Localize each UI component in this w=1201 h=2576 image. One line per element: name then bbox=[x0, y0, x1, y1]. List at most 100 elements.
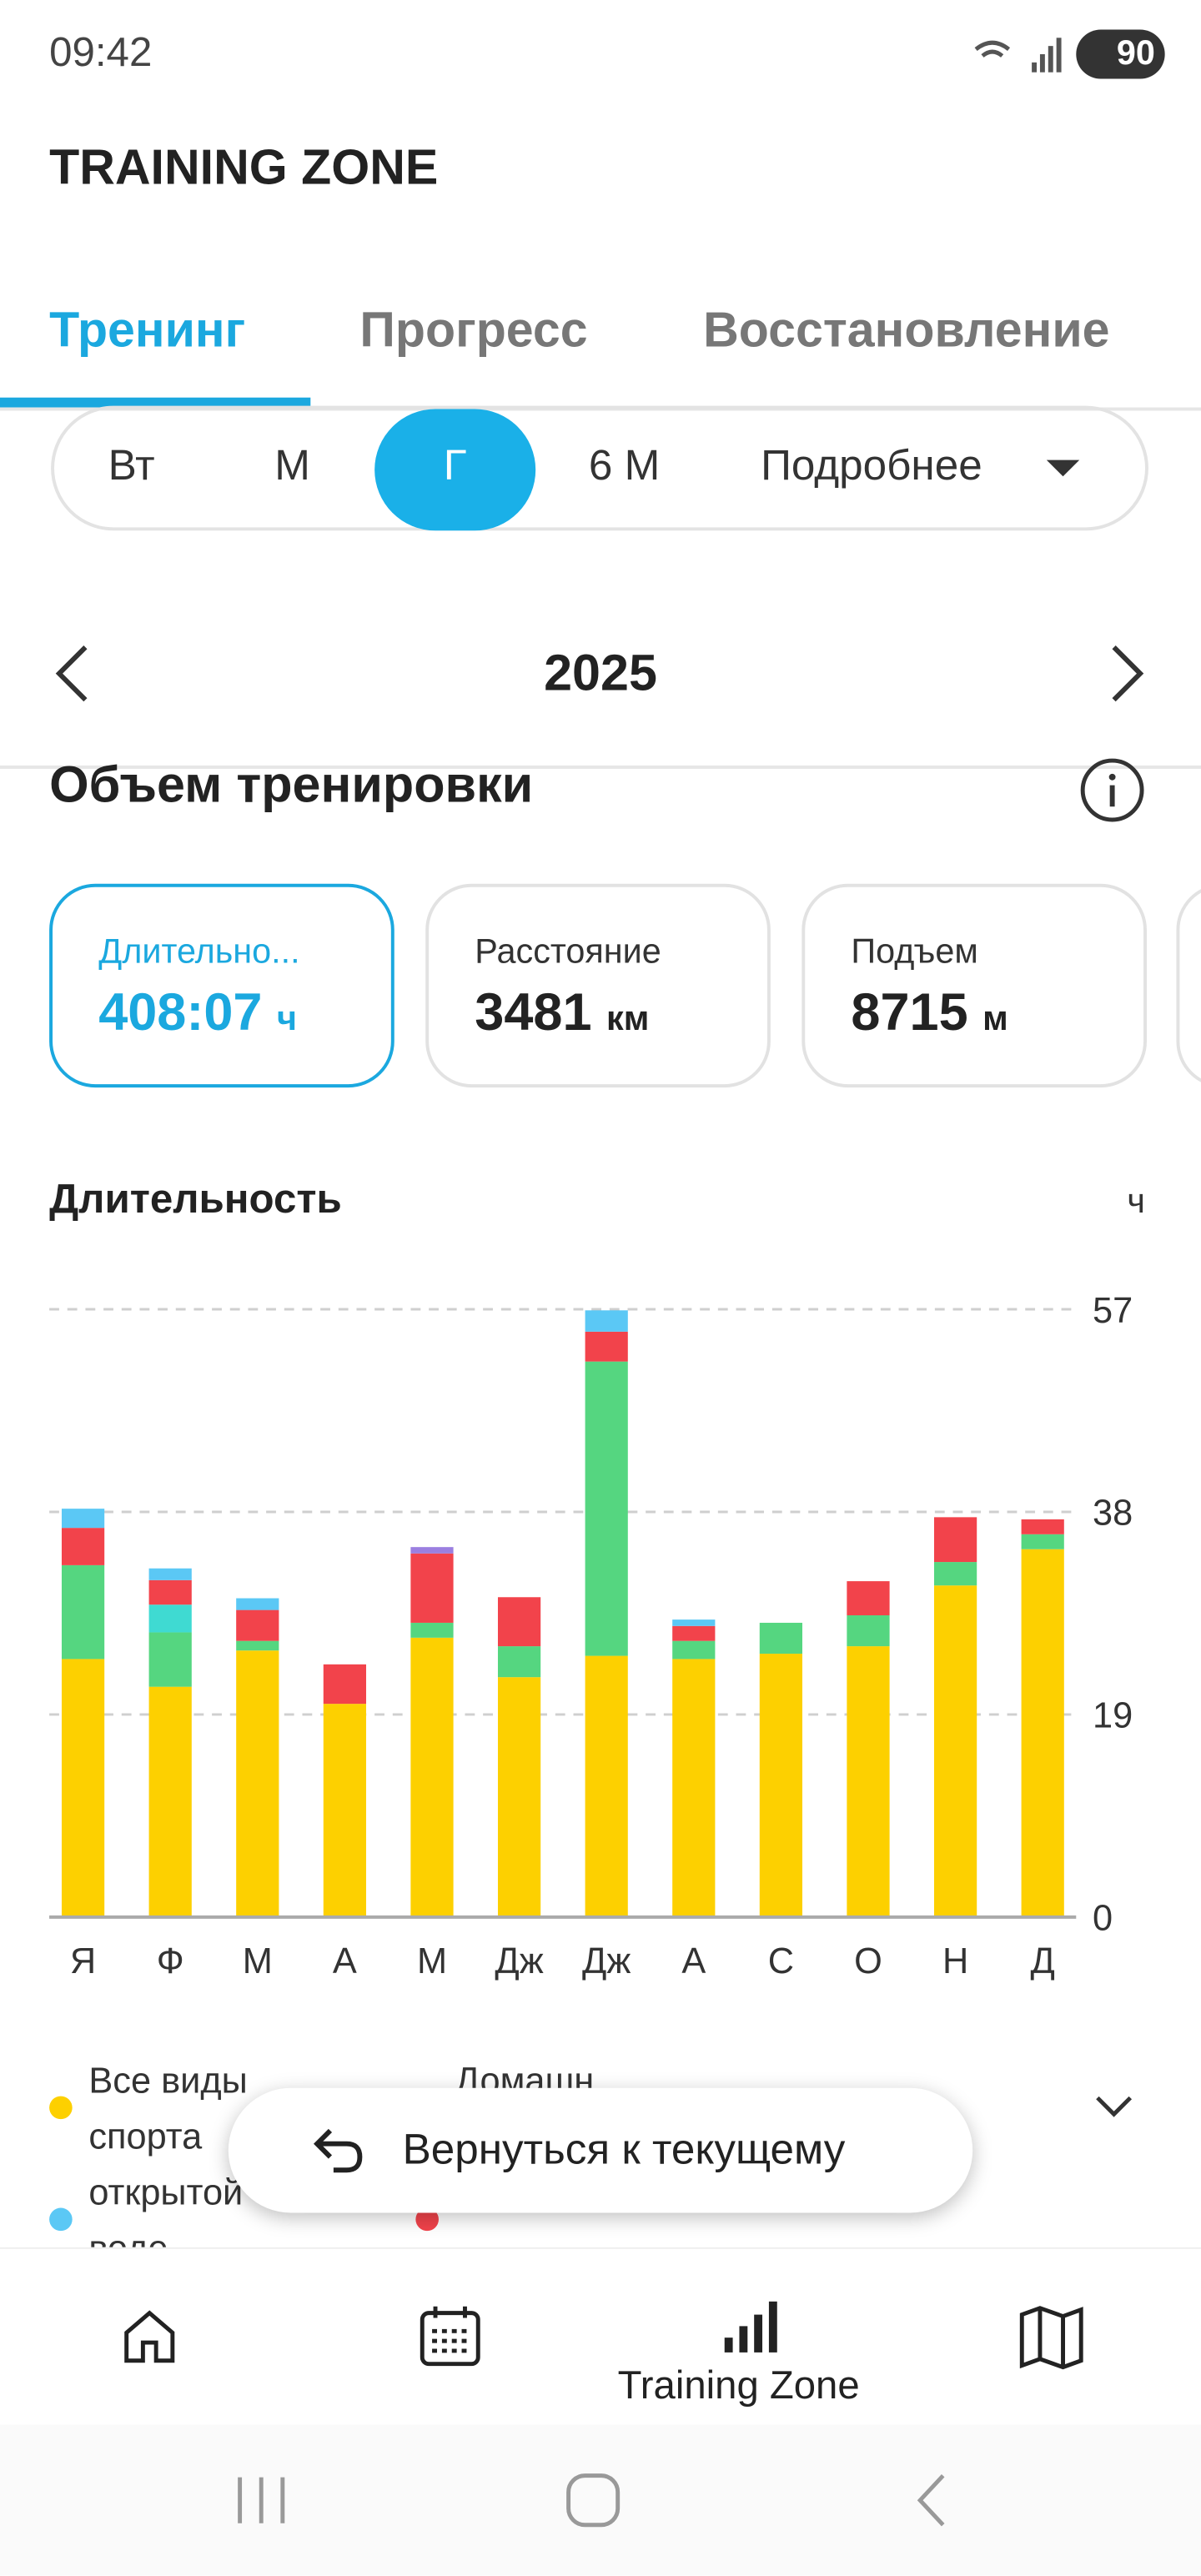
bar-segment bbox=[236, 1598, 279, 1610]
info-icon[interactable] bbox=[1079, 757, 1145, 823]
x-tick-label: О bbox=[854, 1941, 882, 1981]
metric-card[interactable]: Подъем 8715 м bbox=[802, 883, 1147, 1088]
y-tick-label: 19 bbox=[1093, 1696, 1133, 1736]
signal-icons bbox=[974, 38, 1062, 73]
metric-card[interactable] bbox=[1176, 883, 1201, 1088]
divider bbox=[0, 407, 1201, 411]
tab[interactable]: Восстановление bbox=[703, 304, 1110, 359]
bar-segment bbox=[148, 1686, 192, 1917]
bar-segment bbox=[61, 1659, 105, 1917]
bar-segment bbox=[1021, 1534, 1064, 1549]
dropdown-arrow bbox=[1046, 459, 1080, 477]
x-tick-label: Д bbox=[1031, 1941, 1055, 1981]
chart: 0 19 38 57 Я Ф М А М Дж Дж А С О Н Д bbox=[49, 1291, 1133, 1981]
card-value: 8715 bbox=[851, 982, 968, 1042]
bar-segment bbox=[148, 1579, 192, 1605]
period-option[interactable]: М bbox=[274, 439, 310, 490]
section-title: Объем тренировки bbox=[49, 756, 534, 814]
legend-expand[interactable] bbox=[1094, 2093, 1133, 2120]
card-label: Длительно... bbox=[98, 932, 300, 972]
bar-segment bbox=[585, 1361, 628, 1656]
bar-segment bbox=[410, 1637, 454, 1917]
bar-segment bbox=[236, 1650, 279, 1917]
legend-dot bbox=[49, 2096, 73, 2120]
bar-segment bbox=[497, 1597, 541, 1647]
bar-segment bbox=[497, 1677, 541, 1917]
period-active-bg bbox=[374, 409, 536, 531]
period-option[interactable]: Г bbox=[443, 439, 467, 490]
bar-segment bbox=[847, 1614, 890, 1647]
bar-segment bbox=[585, 1331, 628, 1362]
tab[interactable]: Тренинг bbox=[49, 304, 246, 359]
bar-segment bbox=[61, 1509, 105, 1529]
battery: 90 bbox=[1076, 29, 1165, 79]
card-value-row: 8715 м bbox=[851, 982, 1143, 1043]
year: 2025 bbox=[544, 644, 657, 702]
sys-back[interactable] bbox=[907, 2471, 956, 2530]
x-tick-label: С bbox=[768, 1941, 794, 1981]
x-tick-label: Н bbox=[942, 1941, 968, 1981]
bar-segment bbox=[323, 1664, 366, 1705]
nav-map[interactable] bbox=[1018, 2305, 1084, 2371]
bar-segment bbox=[672, 1619, 716, 1626]
bar-segment bbox=[933, 1562, 977, 1586]
bar-segment bbox=[61, 1564, 105, 1660]
bar-segment bbox=[148, 1604, 192, 1633]
sys-recent[interactable] bbox=[230, 2471, 296, 2530]
next-year[interactable] bbox=[1108, 644, 1147, 703]
x-tick-label: М bbox=[243, 1941, 273, 1981]
bar-segment bbox=[672, 1625, 716, 1641]
bar-segment bbox=[1021, 1549, 1064, 1917]
period-option[interactable]: Вт bbox=[108, 439, 155, 490]
card-unit: м bbox=[982, 1000, 1008, 1038]
bar-segment bbox=[933, 1585, 977, 1917]
x-tick-label: А bbox=[333, 1941, 357, 1981]
bar-segment bbox=[148, 1632, 192, 1687]
nav-label[interactable]: Training Zone bbox=[617, 2363, 860, 2408]
bar-segment bbox=[847, 1581, 890, 1615]
toast[interactable]: Вернуться к текущему bbox=[228, 2087, 973, 2213]
bar-segment bbox=[236, 1640, 279, 1651]
card-label: Подъем bbox=[851, 932, 978, 972]
legend-label: Все виды спорта bbox=[88, 2060, 248, 2157]
x-tick-label: Дж bbox=[495, 1941, 543, 1981]
nav-training-zone-icon[interactable] bbox=[723, 2298, 779, 2354]
y-tick-label: 57 bbox=[1093, 1291, 1133, 1331]
period-option[interactable]: 6 М bbox=[588, 439, 661, 490]
tab-indicator bbox=[0, 397, 311, 408]
bar-segment bbox=[847, 1646, 890, 1917]
x-tick-label: Дж bbox=[582, 1941, 631, 1981]
bar-segment bbox=[672, 1640, 716, 1660]
legend-dot bbox=[49, 2207, 73, 2232]
metric-card[interactable]: Длительно... 408:07 ч bbox=[49, 883, 394, 1088]
bottom-nav: Training Zone bbox=[0, 2247, 1201, 2427]
return-icon bbox=[314, 2128, 363, 2173]
bar-segment bbox=[1021, 1519, 1064, 1534]
sys-home[interactable] bbox=[562, 2471, 625, 2530]
nav-calendar[interactable] bbox=[419, 2305, 481, 2368]
period-selector bbox=[51, 405, 1148, 531]
status-time: 09:42 bbox=[49, 29, 153, 76]
x-tick-label: Ф bbox=[157, 1941, 184, 1981]
bar-segment bbox=[759, 1654, 803, 1917]
card-unit: ч bbox=[276, 1000, 298, 1038]
chart-unit: ч bbox=[1127, 1183, 1145, 1221]
nav-home[interactable] bbox=[122, 2308, 178, 2364]
bar-segment bbox=[410, 1547, 454, 1554]
legend-label: открытой воде bbox=[88, 2172, 244, 2247]
card-label: Расстояние bbox=[475, 932, 661, 972]
bar-segment bbox=[497, 1646, 541, 1678]
system-nav bbox=[0, 2424, 1201, 2576]
y-tick-label: 38 bbox=[1093, 1494, 1133, 1534]
card-value: 3481 bbox=[475, 982, 592, 1042]
period-option[interactable]: Подробнее bbox=[761, 439, 982, 490]
bar-segment bbox=[759, 1622, 803, 1655]
prev-year[interactable] bbox=[53, 644, 92, 703]
tab[interactable]: Прогресс bbox=[359, 304, 588, 359]
x-tick-label: А bbox=[681, 1941, 706, 1981]
metric-card[interactable]: Расстояние 3481 км bbox=[425, 883, 771, 1088]
toast-text: Вернуться к текущему bbox=[402, 2124, 846, 2174]
bar-segment bbox=[585, 1310, 628, 1332]
